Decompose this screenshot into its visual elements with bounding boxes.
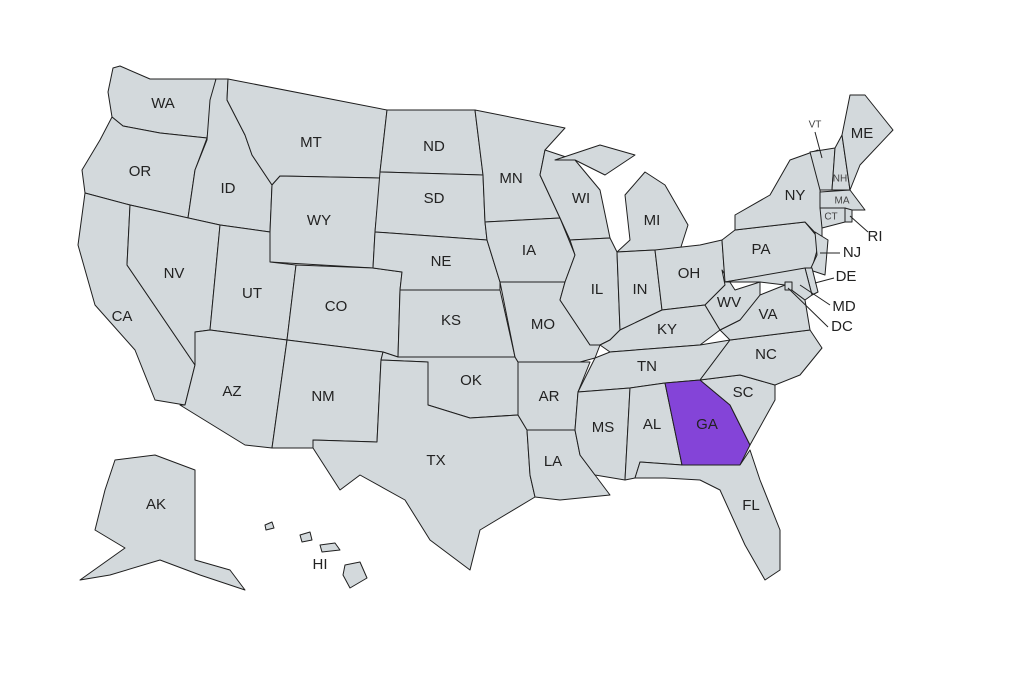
state-label-ky: KY (657, 321, 677, 338)
state-label-wy: WY (307, 212, 331, 229)
state-label-fl: FL (742, 497, 760, 514)
state-tx[interactable] (312, 359, 536, 571)
label-leader-line (787, 287, 829, 328)
state-label-in: IN (633, 281, 648, 298)
state-ak[interactable] (79, 454, 246, 591)
label-leader-line (799, 284, 831, 306)
state-shape[interactable] (724, 267, 813, 301)
state-label-mi: MI (644, 212, 661, 229)
state-dc[interactable] (784, 281, 793, 291)
state-label-mo: MO (531, 316, 555, 333)
state-label-nj: NJ (843, 244, 861, 261)
state-md[interactable] (724, 267, 813, 301)
state-me[interactable] (841, 94, 894, 191)
state-label-pa: PA (752, 241, 771, 258)
state-label-nc: NC (755, 346, 777, 363)
state-label-de: DE (836, 268, 857, 285)
state-label-az: AZ (222, 383, 241, 400)
state-shape[interactable] (819, 189, 866, 211)
state-label-nh: NH (833, 174, 847, 185)
state-label-or: OR (129, 163, 152, 180)
state-label-ok: OK (460, 372, 482, 389)
state-label-ri: RI (868, 228, 883, 245)
state-label-ct: CT (824, 212, 837, 223)
state-label-wi: WI (572, 190, 590, 207)
state-label-tx: TX (426, 452, 445, 469)
state-shape[interactable] (264, 521, 275, 531)
state-label-ca: CA (112, 308, 133, 325)
label-leader-line (849, 215, 869, 233)
state-label-wa: WA (151, 95, 175, 112)
state-label-ar: AR (539, 388, 560, 405)
state-fl[interactable] (634, 449, 781, 581)
state-shape[interactable] (554, 144, 636, 176)
state-shape[interactable] (319, 542, 341, 553)
state-label-ma: MA (835, 196, 850, 207)
state-label-sc: SC (733, 384, 754, 401)
state-shape[interactable] (312, 359, 536, 571)
state-label-tn: TN (637, 358, 657, 375)
state-label-ms: MS (592, 419, 615, 436)
state-ma[interactable] (819, 189, 866, 211)
state-label-sd: SD (424, 190, 445, 207)
state-label-nd: ND (423, 138, 445, 155)
state-label-ut: UT (242, 285, 262, 302)
state-label-va: VA (759, 306, 778, 323)
state-label-ne: NE (431, 253, 452, 270)
state-shape[interactable] (342, 561, 368, 589)
state-hi[interactable] (264, 521, 368, 589)
state-label-vt: VT (809, 120, 822, 131)
state-label-me: ME (851, 125, 874, 142)
state-label-nm: NM (311, 388, 334, 405)
state-shape[interactable] (844, 207, 853, 223)
state-shape[interactable] (299, 531, 313, 543)
state-label-mn: MN (499, 170, 522, 187)
state-label-co: CO (325, 298, 348, 315)
state-label-dc: DC (831, 318, 853, 335)
state-label-ks: KS (441, 312, 461, 329)
state-shape[interactable] (634, 449, 781, 581)
state-ri[interactable] (844, 207, 853, 223)
state-shape[interactable] (784, 281, 793, 291)
state-label-oh: OH (678, 265, 701, 282)
label-leader-line (814, 277, 835, 284)
state-label-ny: NY (785, 187, 806, 204)
state-label-wv: WV (717, 294, 741, 311)
state-label-md: MD (832, 298, 855, 315)
state-label-nv: NV (164, 265, 185, 282)
state-shape[interactable] (809, 231, 829, 276)
state-label-mt: MT (300, 134, 322, 151)
state-label-la: LA (544, 453, 562, 470)
state-label-ia: IA (522, 242, 536, 259)
state-label-ak: AK (146, 496, 166, 513)
state-shape[interactable] (841, 94, 894, 191)
label-leader-line (814, 131, 823, 159)
state-nj[interactable] (809, 231, 829, 276)
state-label-hi: HI (313, 556, 328, 573)
state-label-id: ID (221, 180, 236, 197)
state-label-ga: GA (696, 416, 718, 433)
state-label-al: AL (643, 416, 661, 433)
state-label-il: IL (591, 281, 604, 298)
state-shape[interactable] (79, 454, 246, 591)
